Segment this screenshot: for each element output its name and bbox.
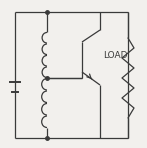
- Text: LOAD: LOAD: [103, 50, 127, 59]
